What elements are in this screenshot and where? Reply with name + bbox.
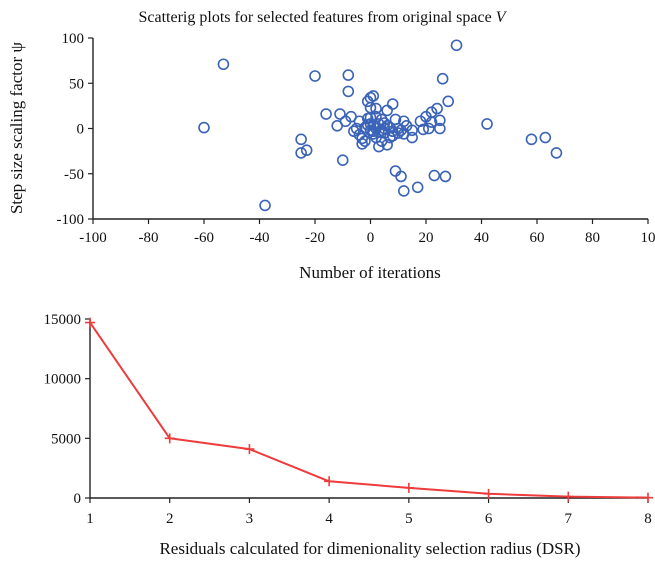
scatter-point (439, 170, 452, 183)
scatter-point (389, 165, 402, 177)
scatter-point (386, 125, 399, 138)
residual-point-marker (403, 482, 414, 493)
scatter-x-ticks: -100 -80 -60 -40 -20 0 20 40 60 80 10 (79, 219, 655, 246)
scatter-point (450, 39, 463, 52)
scatter-x-axis-label: Number of iterations (299, 263, 441, 282)
scatter-point (356, 132, 368, 145)
line-y-ticks: 0 5000 10000 15000 (44, 312, 90, 507)
scatter-y-axis-label: Step size scaling factor ψ (7, 42, 26, 214)
scatter-point (300, 144, 313, 157)
scatter-point (406, 131, 418, 144)
line-x-axis-label: Residuals calculated for dimenionality s… (159, 539, 580, 558)
scatter-title-var: V (496, 9, 508, 26)
scatter-point (367, 90, 380, 102)
residual-point-marker (324, 476, 335, 487)
scatter-point (434, 114, 446, 127)
scatter-x-tick-label: 0 (367, 230, 375, 246)
line-x-tick-label: 6 (485, 511, 493, 527)
scatter-point (395, 170, 407, 183)
line-y-tick-label: 15000 (44, 312, 82, 328)
line-x-tick-label: 2 (166, 511, 174, 527)
scatter-point (217, 58, 230, 71)
scatter-point (436, 72, 449, 85)
scatter-y-tick-label: 100 (62, 31, 85, 47)
scatter-point (525, 133, 538, 146)
scatter-point (397, 185, 410, 197)
scatter-x-tick-label: 10 (641, 230, 655, 246)
scatter-x-tick-label: -40 (250, 230, 270, 246)
line-x-tick-label: 8 (644, 511, 652, 527)
line-x-tick-label: 5 (405, 511, 413, 527)
residual-line-chart: 0 5000 10000 15000 1 2 3 4 5 6 7 8 Residuals calcu… (44, 312, 653, 558)
scatter-x-tick-label: -20 (305, 230, 325, 246)
line-y-tick-label: 5000 (51, 431, 81, 447)
scatter-y-tick-label: -100 (57, 212, 85, 228)
residual-point-marker (483, 488, 494, 499)
residual-point-marker (563, 491, 574, 502)
scatter-point (336, 154, 349, 166)
scatter-point (539, 131, 552, 144)
scatter-point (320, 108, 332, 120)
scatter-y-tick-label: -50 (64, 167, 84, 183)
scatter-chart: Scatterig plots for selected features fr… (7, 9, 655, 282)
scatter-point (198, 121, 210, 134)
scatter-point (381, 138, 393, 151)
residual-point-marker (85, 317, 95, 328)
residual-point-marker (244, 444, 255, 455)
scatter-y-tick-label: 50 (69, 76, 84, 92)
scatter-point (370, 110, 382, 123)
line-y-tick-label: 0 (74, 491, 82, 507)
scatter-point (406, 124, 418, 137)
scatter-point (422, 122, 435, 135)
scatter-point (431, 102, 443, 115)
line-x-tick-label: 3 (246, 511, 254, 527)
scatter-x-tick-label: -100 (79, 230, 107, 246)
line-series (85, 317, 653, 503)
scatter-y-tick-label: 0 (77, 122, 85, 138)
scatter-point (342, 85, 355, 98)
scatter-point (481, 118, 493, 130)
scatter-point (334, 108, 346, 120)
scatter-point (411, 181, 424, 194)
scatter-point (350, 122, 363, 135)
scatter-x-tick-label: -80 (139, 230, 159, 246)
scatter-point (434, 122, 446, 135)
scatter-point (370, 102, 382, 115)
scatter-x-tick-label: -60 (194, 230, 214, 246)
scatter-x-tick-label: 60 (530, 230, 545, 246)
scatter-point (259, 199, 271, 212)
scatter-point (295, 147, 307, 159)
scatter-point (386, 129, 399, 142)
scatter-point (417, 123, 430, 136)
scatter-point (428, 169, 441, 182)
scatter-x-tick-label: 40 (474, 230, 489, 246)
scatter-point (425, 116, 438, 128)
scatter-point (295, 133, 307, 146)
scatter-point (309, 70, 321, 82)
scatter-point (356, 138, 368, 150)
scatter-point (442, 95, 455, 108)
line-x-tick-label: 4 (325, 511, 333, 527)
scatter-x-tick-label: 80 (585, 230, 600, 246)
scatter-point (550, 147, 563, 159)
scatter-y-ticks: -100 -50 0 50 100 (57, 31, 93, 228)
residual-point-marker (643, 492, 653, 503)
residual-series-line (89, 322, 649, 499)
scatter-point (373, 140, 385, 153)
line-x-ticks: 1 2 3 4 5 6 7 8 (86, 498, 652, 527)
line-x-tick-label: 7 (565, 511, 573, 527)
scatter-point (381, 104, 393, 117)
scatter-point (359, 135, 371, 147)
line-x-tick-label: 1 (86, 511, 94, 527)
line-y-tick-label: 10000 (44, 372, 82, 388)
scatter-x-tick-label: 20 (419, 230, 434, 246)
scatter-point (342, 69, 355, 81)
residual-point-marker (164, 433, 175, 444)
scatter-point (386, 98, 399, 110)
scatter-point (392, 127, 405, 139)
scatter-title: Scatterig plots for selected features fr… (139, 9, 508, 26)
scatter-title-main: Scatterig plots for selected features fr… (139, 9, 496, 26)
scatter-points (198, 39, 563, 212)
